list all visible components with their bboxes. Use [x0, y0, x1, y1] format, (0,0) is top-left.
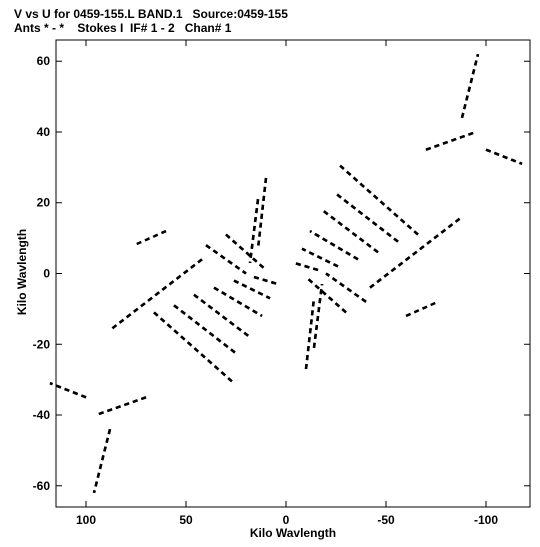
- uv-track: [233, 279, 271, 300]
- x-tick-label: 50: [179, 513, 193, 527]
- uv-track-conjugate: [293, 261, 319, 272]
- uv-track-conjugate: [309, 229, 359, 261]
- y-axis-label: Kilo Wavlength: [15, 229, 29, 315]
- uv-track-conjugate: [305, 276, 347, 314]
- uv-track: [325, 272, 367, 303]
- y-tick-label: -20: [33, 337, 51, 351]
- uv-tracks: [49, 53, 523, 494]
- uv-track-conjugate: [321, 208, 379, 254]
- uv-track-conjugate: [333, 191, 399, 243]
- uv-track-conjugate: [301, 247, 339, 268]
- uv-track-conjugate: [337, 162, 419, 236]
- uv-track: [253, 275, 279, 286]
- y-tick-label: 40: [37, 125, 51, 139]
- uv-track: [405, 300, 439, 318]
- plot-header-line2: Ants * - * Stokes I IF# 1 - 2 Chan# 1: [14, 21, 232, 35]
- x-axis-label: Kilo Wavlength: [250, 526, 336, 540]
- uv-track: [109, 258, 203, 332]
- uv-track: [225, 233, 267, 271]
- x-tick-label: -100: [474, 513, 498, 527]
- x-tick-label: 100: [76, 513, 96, 527]
- plot-header-line1: V vs U for 0459-155.L BAND.1 Source:0459…: [14, 7, 288, 21]
- uv-track-conjugate: [485, 148, 523, 165]
- y-tick-label: 60: [37, 54, 51, 68]
- uv-track-conjugate: [460, 53, 480, 119]
- y-tick-label: -60: [33, 479, 51, 493]
- uv-track-conjugate: [325, 272, 367, 303]
- uv-track: [95, 396, 147, 417]
- uv-track-conjugate: [133, 229, 167, 247]
- uv-track: [193, 293, 251, 339]
- x-tick-label: -50: [377, 513, 395, 527]
- x-tick-label: 0: [283, 513, 290, 527]
- y-tick-label: -40: [33, 408, 51, 422]
- uv-track: [153, 311, 235, 385]
- uv-track: [205, 244, 247, 275]
- plot-frame: [55, 39, 531, 508]
- axis-ticks: 100 50 0 -50 -100 60 40 20 0 -20 -40 -60: [33, 40, 530, 527]
- uv-track: [304, 298, 316, 370]
- uv-track: [49, 382, 87, 399]
- y-tick-label: 0: [43, 267, 50, 281]
- uv-track: [173, 304, 239, 356]
- uv-track-conjugate: [425, 130, 477, 151]
- uv-track: [92, 428, 112, 494]
- uv-track-conjugate: [248, 199, 260, 264]
- uv-track-conjugate: [369, 215, 463, 289]
- uv-track-conjugate: [256, 177, 268, 249]
- uv-track: [312, 283, 324, 348]
- uv-track: [213, 286, 263, 318]
- y-tick-label: 20: [37, 196, 51, 210]
